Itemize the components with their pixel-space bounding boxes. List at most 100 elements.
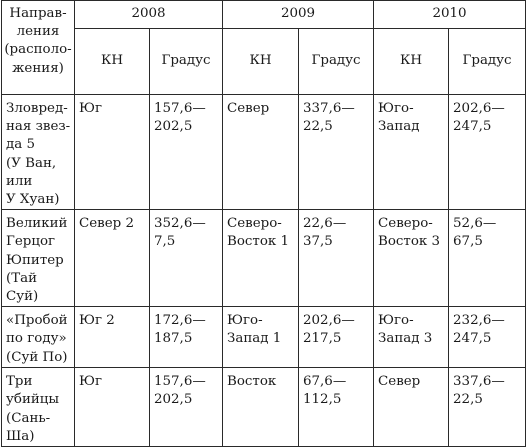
kn-header: КН [222, 28, 300, 95]
degree-value: 187,5 [154, 331, 193, 347]
degree-value: 337,6— [303, 101, 355, 116]
degree-value: 232,6— [453, 313, 505, 329]
degree-value: 337,6— [453, 374, 505, 390]
direction-header: Направ- ления (располо- жения) [1, 0, 75, 95]
degree-header: Градус [148, 28, 224, 95]
direction-header-line: ления [16, 24, 60, 40]
direction-header-line: (располо- [4, 42, 72, 58]
kn-cell: Юго- Запад 1 [222, 306, 300, 369]
table-row: Великий Герцог Юпитер (Тай Суй) Север 2 352,6—… [1, 209, 526, 308]
degree-cell: 22,6— 37,5 [298, 209, 375, 308]
kn-value: Запад 3 [378, 331, 433, 347]
degree-value: 172,6— [154, 313, 206, 329]
direction-name-line: Зловред- [6, 101, 68, 116]
degree-value: 52,6— [453, 216, 497, 232]
degree-cell: 202,6— 217,5 [298, 306, 375, 369]
kn-cell: Северо- Восток 3 [373, 209, 450, 308]
direction-name-line: Суй) [6, 289, 39, 305]
kn-cell: Юго- Запад 3 [373, 306, 450, 369]
degree-cell: 157,6— 202,5 [148, 367, 224, 447]
kn-value: Северо- [227, 216, 282, 232]
direction-name-line: да 5 [6, 137, 36, 153]
direction-name-line: Великий [6, 216, 68, 232]
kn-cell: Юг 2 [74, 306, 150, 369]
kn-value: Север [378, 374, 421, 390]
degree-value: 22,5 [303, 119, 333, 135]
direction-name-cell: Великий Герцог Юпитер (Тай Суй) [1, 209, 75, 308]
direction-name-cell: Три убийцы (Сань- Ша) [1, 367, 75, 447]
kn-cell: Северо- Восток 1 [222, 209, 300, 308]
degree-value: 7,5 [154, 234, 176, 250]
kn-value: Восток 1 [227, 234, 290, 250]
degree-cell: 202,6— 247,5 [448, 93, 526, 211]
degree-cell: 352,6— 7,5 [148, 209, 224, 308]
degree-value: 112,5 [303, 392, 342, 408]
header-row-years: Направ- ления (располо- жения) 2008 2009… [1, 0, 526, 95]
direction-name-line: (Сань- [6, 410, 51, 426]
kn-value: Юг 2 [79, 313, 115, 329]
degree-value: 37,5 [303, 234, 333, 250]
direction-name-line: или [6, 173, 33, 189]
kn-cell: Восток [222, 367, 300, 447]
year-header-2008: 2008 [73, 0, 224, 29]
direction-name-line: «Пробой [6, 313, 68, 329]
kn-value: Юг [79, 374, 102, 390]
table-row: Три убийцы (Сань- Ша) Юг 157,6— 202,5 Восток 67,… [1, 367, 526, 447]
degree-cell: 232,6— 247,5 [448, 306, 526, 369]
kn-value: Северо- [378, 216, 433, 232]
degree-value: 67,5 [453, 234, 483, 250]
kn-value: Юг [79, 101, 102, 116]
degree-cell: 337,6— 22,5 [448, 367, 526, 447]
year-header-2010: 2010 [373, 0, 526, 29]
direction-name-line: (Тай [6, 270, 38, 286]
degree-header: Градус [298, 28, 375, 95]
kn-cell: Север [222, 93, 300, 211]
degree-cell: 52,6— 67,5 [448, 209, 526, 308]
kn-header: КН [74, 28, 150, 95]
degree-header: Градус [448, 28, 526, 95]
direction-name-line: (У Ван, [6, 155, 57, 171]
degree-value: 202,5 [154, 392, 193, 408]
degree-value: 67,6— [303, 374, 347, 390]
kn-cell: Север 2 [74, 209, 150, 308]
table-row: Зловред-ная звез-да 5 (У Ван, или У Хуан) Юг… [1, 93, 526, 211]
direction-name-line: убийцы [6, 392, 60, 408]
kn-value: Север 2 [79, 216, 134, 232]
kn-value: Восток 3 [378, 234, 441, 250]
header-row-subcolumns: КН Градус КН Градус КН Градус [2, 28, 526, 95]
degree-cell: 172,6— 187,5 [148, 306, 224, 369]
degree-value: 247,5 [453, 331, 492, 347]
kn-value: Юго- [227, 313, 263, 329]
direction-name-cell: «Пробой по году» (Суй По) [1, 306, 75, 369]
year-header-2009: 2009 [222, 0, 375, 29]
degree-value: 157,6— [154, 374, 206, 390]
degree-value: 247,5 [453, 119, 492, 135]
degree-value: 217,5 [303, 331, 342, 347]
kn-value: Запад [378, 119, 420, 135]
degree-value: 22,5 [453, 392, 483, 408]
kn-cell: Север [373, 367, 450, 447]
degree-value: 22,6— [303, 216, 347, 232]
direction-name-line: (Суй По) [6, 349, 68, 365]
degree-cell: 67,6— 112,5 [298, 367, 375, 447]
kn-value: Запад 1 [227, 331, 282, 347]
kn-cell: Юг [74, 93, 150, 211]
kn-cell: Юг [74, 367, 150, 447]
degree-cell: 157,6— 202,5 [148, 93, 224, 211]
direction-header-line: Направ- [9, 6, 67, 21]
degree-value: 202,6— [303, 313, 355, 329]
direction-name-line: Ша) [6, 428, 35, 444]
kn-value: Юго- [378, 313, 414, 329]
degree-value: 202,6— [453, 101, 505, 116]
direction-name-line: Герцог [6, 234, 56, 250]
direction-name-line: Три [6, 374, 33, 390]
direction-name-line: по году» [6, 331, 67, 347]
kn-value: Север [227, 101, 270, 116]
direction-name-line: Юпитер [6, 252, 64, 268]
kn-cell: Юго- Запад [373, 93, 450, 211]
degree-value: 352,6— [154, 216, 206, 232]
degree-cell: 337,6— 22,5 [298, 93, 375, 211]
kn-value: Юго- [378, 101, 414, 116]
direction-name-line: ная звез- [6, 119, 71, 135]
